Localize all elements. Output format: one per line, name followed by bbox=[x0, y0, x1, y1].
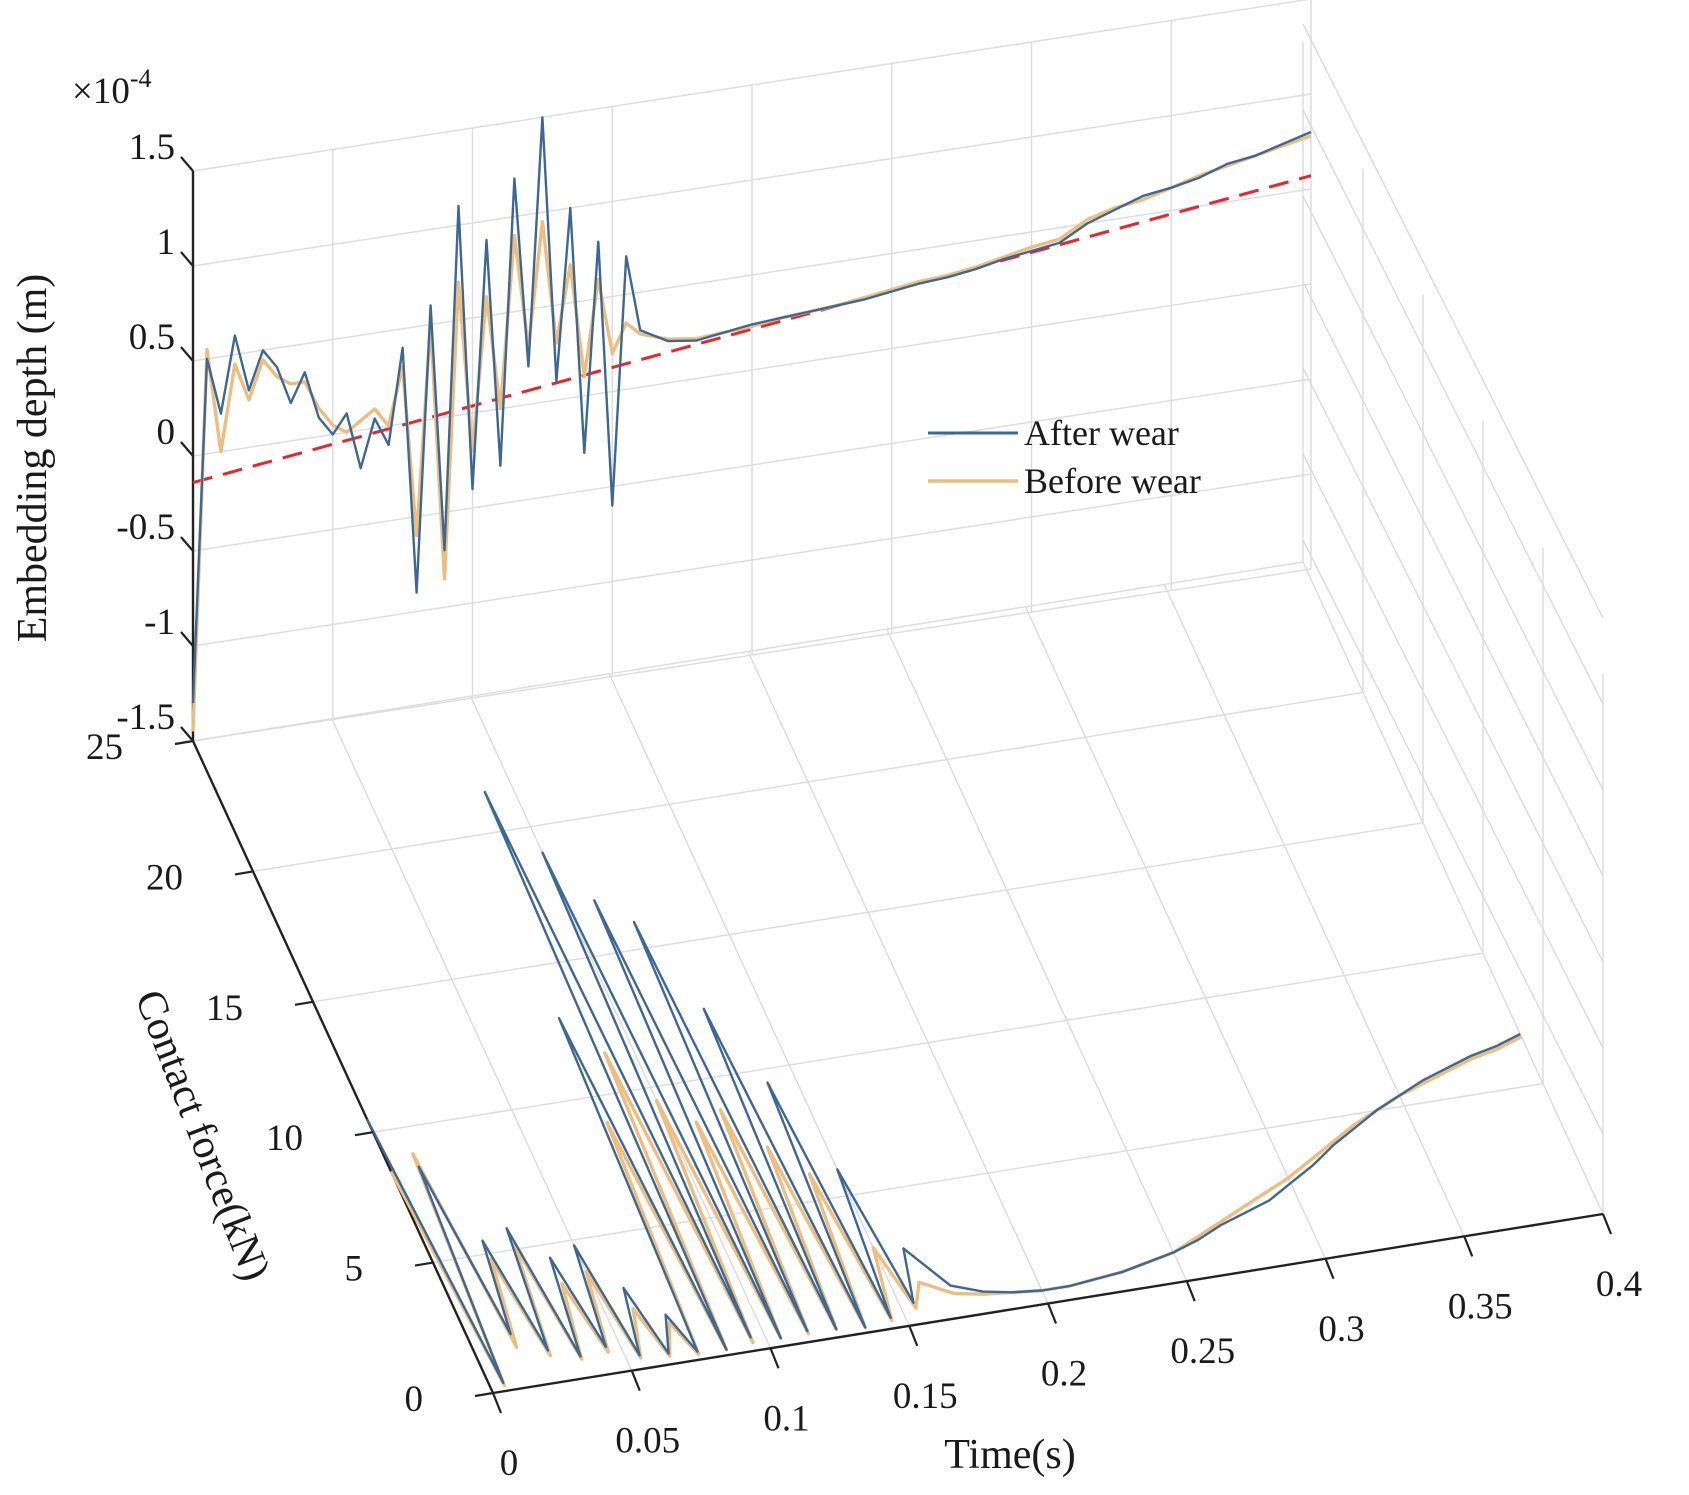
time-tick-label-1: 0.05 bbox=[615, 1421, 680, 1462]
time-tick-label-2: 0.1 bbox=[763, 1398, 809, 1439]
force-tick-4 bbox=[234, 870, 254, 876]
legend: After wear Before wear bbox=[928, 413, 1201, 501]
side-hgrid-2 bbox=[1302, 367, 1604, 963]
time-tick-label-8: 0.4 bbox=[1596, 1264, 1642, 1305]
lower-force-grid-1 bbox=[432, 1082, 1544, 1264]
upper-hgrid-1 bbox=[192, 93, 1312, 267]
upper-y-tick-4 bbox=[180, 536, 194, 552]
gridlines bbox=[192, 0, 1604, 1394]
time-tick-7 bbox=[1463, 1235, 1474, 1257]
side-hgrid-4 bbox=[1302, 195, 1604, 791]
upper-y-tick-0 bbox=[180, 156, 194, 172]
upper-y-tick-label-3: 0 bbox=[157, 412, 176, 453]
force-tick-label-1: 5 bbox=[345, 1249, 364, 1290]
force-tick-5 bbox=[174, 739, 194, 746]
upper-y-tick-5 bbox=[180, 631, 194, 647]
before-wear-force-line bbox=[389, 1035, 1523, 1388]
data-series bbox=[191, 116, 1523, 1388]
force-tick-2 bbox=[354, 1131, 374, 1137]
after-wear-depth-line bbox=[191, 116, 1312, 704]
exponent-base: ×10 bbox=[72, 71, 130, 112]
time-tick-label-4: 0.2 bbox=[1041, 1354, 1087, 1395]
force-tick-label-4: 20 bbox=[146, 857, 183, 898]
force-tick-label-0: 0 bbox=[405, 1379, 424, 1420]
lower-depth-grid-2 bbox=[469, 695, 772, 1349]
lower-force-grid-2 bbox=[372, 952, 1484, 1133]
upper-y-tick-3 bbox=[180, 441, 194, 457]
lower-depth-grid-8 bbox=[1302, 561, 1604, 1215]
time-tick-6 bbox=[1324, 1258, 1335, 1280]
exponent-label: ×10-4 bbox=[72, 64, 152, 112]
upper-hgrid-2 bbox=[192, 188, 1312, 362]
exponent-power: -4 bbox=[130, 64, 152, 93]
lower-force-grid-3 bbox=[312, 822, 1424, 1003]
lower-y-axis-label: Contact force(kN) bbox=[126, 984, 279, 1287]
upper-y-tick-label-4: -0.5 bbox=[116, 507, 175, 548]
lower-depth-grid-4 bbox=[747, 651, 1049, 1304]
upper-hgrid-6 bbox=[192, 568, 1312, 742]
upper-y-tick-label-2: 0.5 bbox=[129, 317, 175, 358]
side-hgrid-3 bbox=[1302, 281, 1604, 877]
time-tick-label-7: 0.35 bbox=[1448, 1286, 1513, 1327]
lower-depth-grid-3 bbox=[608, 673, 910, 1327]
lower-depth-grid-6 bbox=[1024, 606, 1327, 1260]
side-hgrid-1 bbox=[1302, 453, 1604, 1049]
upper-hgrid-5 bbox=[192, 473, 1312, 647]
upper-y-tick-label-6: -1.5 bbox=[116, 697, 175, 738]
upper-hgrid-4 bbox=[192, 378, 1312, 552]
lower-force-grid-4 bbox=[252, 691, 1364, 873]
side-hgrid-6 bbox=[1302, 23, 1604, 619]
after-wear-force-line bbox=[365, 790, 1521, 1385]
upper-y-tick-label-5: -1 bbox=[144, 602, 175, 643]
time-tick-label-5: 0.25 bbox=[1170, 1331, 1235, 1372]
upper-hgrid-0 bbox=[192, 0, 1310, 172]
side-hgrid-0 bbox=[1302, 539, 1604, 1135]
before-wear-depth-line bbox=[191, 134, 1312, 732]
lower-depth-grid-1 bbox=[331, 718, 633, 1371]
time-tick-4 bbox=[1046, 1303, 1058, 1324]
lower-depth-grid-5 bbox=[886, 628, 1188, 1282]
force-tick-label-5: 25 bbox=[86, 727, 123, 768]
lower-depth-grid-7 bbox=[1163, 584, 1465, 1237]
upper-y-tick-1 bbox=[180, 251, 194, 267]
time-tick-label-3: 0.15 bbox=[893, 1376, 958, 1417]
force-tick-0 bbox=[474, 1391, 494, 1398]
upper-y-tick-label-0: 1.5 bbox=[129, 127, 175, 168]
legend-before-label: Before wear bbox=[1024, 461, 1201, 501]
x-axis-label: Time(s) bbox=[944, 1432, 1075, 1478]
force-axis-line bbox=[191, 740, 495, 1394]
upper-y-tick-2 bbox=[180, 346, 194, 362]
time-tick-5 bbox=[1185, 1280, 1196, 1302]
time-tick-label-6: 0.3 bbox=[1318, 1309, 1364, 1350]
reference-line bbox=[192, 174, 1312, 485]
legend-after-label: After wear bbox=[1024, 413, 1179, 453]
time-tick-0 bbox=[491, 1392, 503, 1414]
force-tick-label-3: 15 bbox=[206, 988, 243, 1029]
lower-force-grid-5 bbox=[192, 561, 1304, 742]
force-tick-3 bbox=[294, 1000, 314, 1006]
time-tick-3 bbox=[908, 1325, 919, 1347]
time-tick-8 bbox=[1601, 1213, 1613, 1235]
upper-y-tick-label-1: 1 bbox=[157, 222, 176, 263]
tick-labels: 1.5 1 0.5 0 -0.5 -1 -1.5 0 5 10 15 20 25 0 0.05 0.1 0.15… bbox=[86, 127, 1642, 1484]
upper-y-axis-label: Embedding depth (m) bbox=[10, 274, 56, 643]
upper-y-tick-6 bbox=[180, 726, 194, 742]
force-tick-label-2: 10 bbox=[266, 1118, 303, 1159]
time-tick-1 bbox=[630, 1370, 641, 1392]
time-tick-2 bbox=[769, 1347, 780, 1369]
force-tick-1 bbox=[414, 1261, 434, 1267]
side-hgrid-5 bbox=[1302, 109, 1604, 705]
axis-box bbox=[191, 171, 1604, 1395]
time-tick-label-0: 0 bbox=[500, 1443, 519, 1484]
